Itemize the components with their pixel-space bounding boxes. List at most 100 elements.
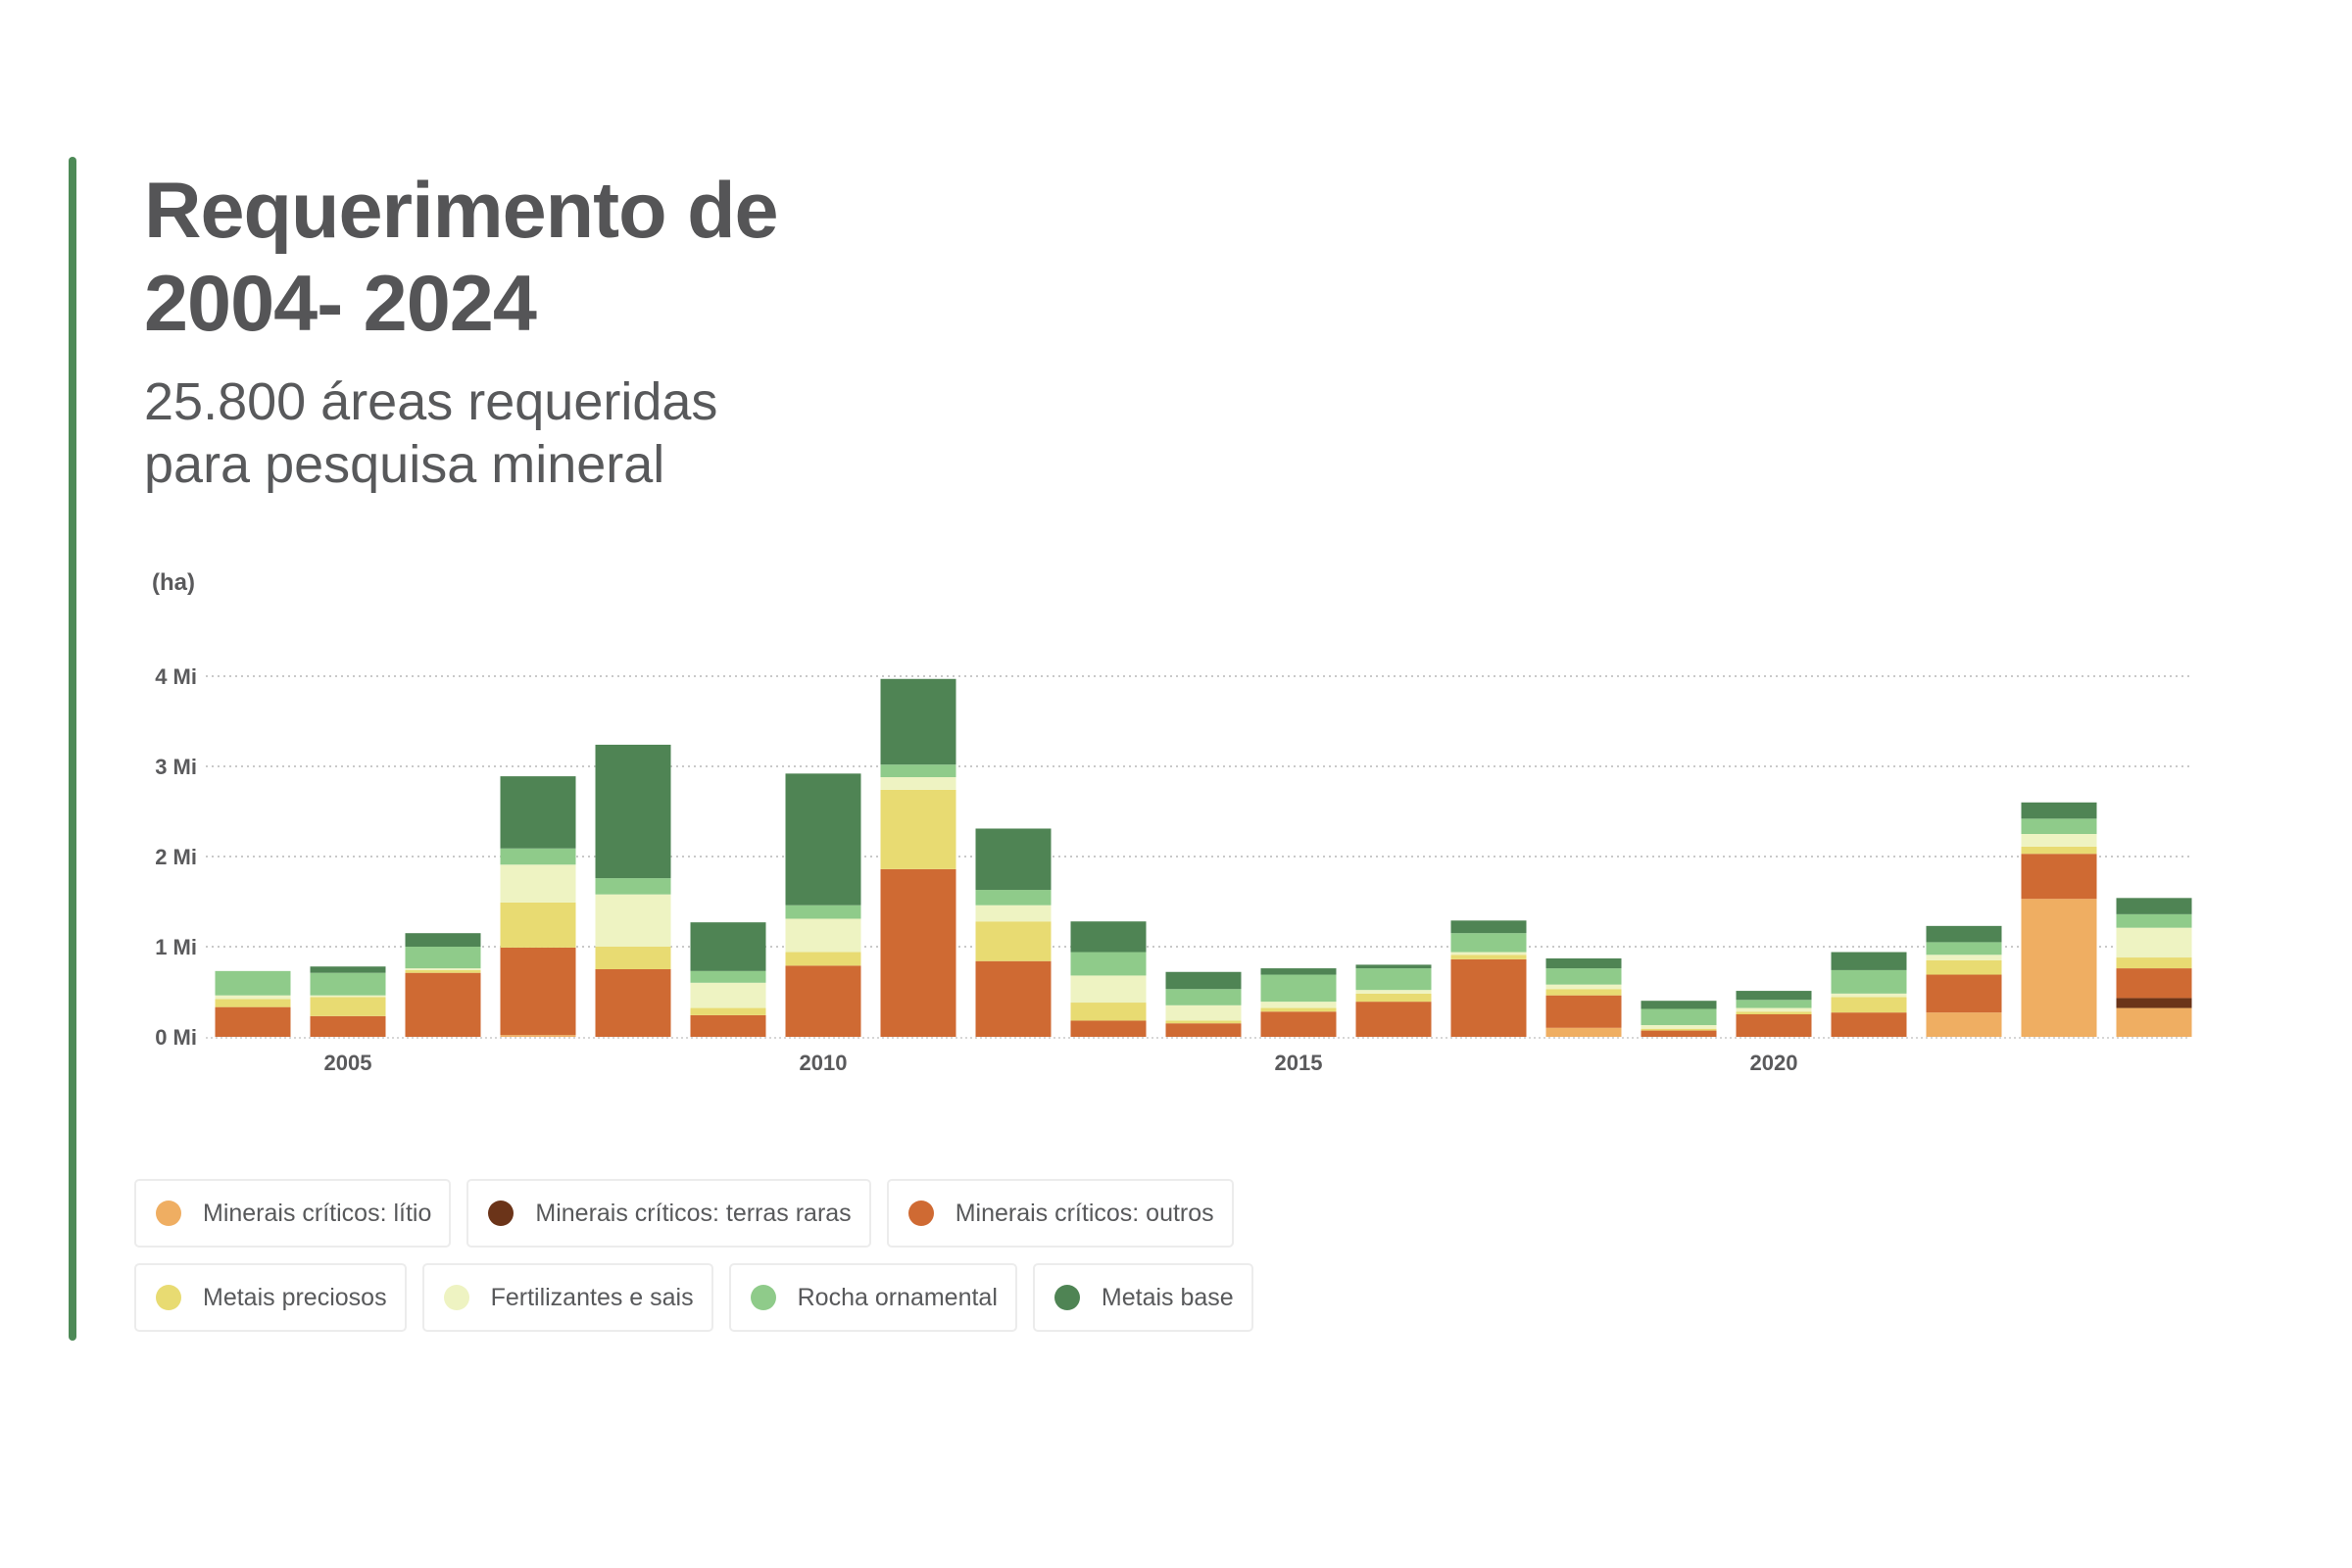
bar-stack-2023 [2021,802,2097,1037]
bar-segment [1450,952,1527,956]
bar-segment [405,933,481,947]
bar-segment [785,918,861,953]
bar-segment [405,972,481,1037]
bar-segment [690,1007,766,1015]
bar-segment [1355,993,1432,1003]
bar-stack-2019 [1641,1001,1717,1037]
bar-segment [405,969,481,973]
bar-stack-2010 [785,773,861,1037]
bar-segment [2021,846,2097,855]
bar-segment [1545,957,1622,969]
bar-segment [1070,952,1147,976]
bar-segment [2021,854,2097,900]
legend-item[interactable]: Fertilizantes e sais [421,1263,713,1332]
bar-segment [1260,1002,1337,1008]
bar-segment [1641,1028,1717,1031]
legend-label: Minerais críticos: outros [955,1199,1214,1227]
bar-segment [1831,1012,1907,1037]
bar-segment [1355,964,1432,969]
x-tick-label: 2015 [1275,1051,1323,1075]
y-tick-label: 4 Mi [155,664,197,689]
legend-item[interactable]: Metais base [1032,1263,1253,1332]
bar-segment [310,997,386,1016]
chart-subtitle-line-1: 25.800 áreas requeridas [144,372,718,431]
x-tick-label: 2005 [324,1051,372,1075]
bar-segment [1641,1001,1717,1009]
bar-segment [1926,974,2002,1013]
legend-item[interactable]: Minerais críticos: outros [886,1179,1234,1248]
bar-segment [500,848,576,865]
legend-item[interactable]: Minerais críticos: lítio [134,1179,452,1248]
bar-segment [500,947,576,1036]
legend-swatch [907,1200,934,1226]
y-tick-label: 0 Mi [155,1025,197,1050]
legend-label: Minerais críticos: terras raras [535,1199,852,1227]
bar-segment [975,960,1052,1037]
legend-item[interactable]: Minerais críticos: terras raras [466,1179,871,1248]
y-tick-label: 1 Mi [155,935,197,959]
bar-segment [1545,989,1622,996]
chart-subtitle-line-2: para pesquisa mineral [144,435,665,494]
x-tick-label: 2010 [800,1051,848,1075]
bar-segment [975,921,1052,961]
bar-segment [595,894,671,947]
bar-segment [1165,989,1242,1005]
bar-segment [1545,984,1622,990]
bar-segment [405,947,481,969]
bar-stack-2024 [2116,898,2192,1037]
bar-segment [595,969,671,1037]
legend-label: Rocha ornamental [797,1283,998,1311]
y-axis-ticks: 0 Mi 1 Mi 2 Mi 3 Mi 4 Mi [155,664,197,1050]
legend-item[interactable]: Rocha ornamental [728,1263,1017,1332]
bar-stack-2012 [975,828,1052,1037]
bar-segment [1926,1012,2002,1037]
chart-title-line-1: Requerimento de [144,167,779,255]
bar-segment [880,789,956,869]
bar-segment [310,995,386,998]
bar-segment [1831,993,1907,998]
bar-segment [500,902,576,948]
stacked-bar-chart: 0 Mi 1 Mi 2 Mi 3 Mi 4 Mi 2005 2010 2015 2020 (h… [152,569,2192,1075]
y-axis-label: (ha) [152,569,195,596]
bar-segment [785,905,861,919]
bar-segment [1260,1007,1337,1012]
bar-stack-2006 [405,933,481,1037]
bar-segment [1260,1011,1337,1037]
legend: Minerais críticos: lítio Minerais crítico… [134,1179,1291,1348]
bar-segment [1545,968,1622,985]
x-tick-label: 2020 [1750,1051,1798,1075]
bar-stack-2014 [1165,971,1242,1037]
legend-row: Minerais críticos: lítio Minerais crítico… [134,1179,1291,1248]
bar-stack-2005 [310,966,386,1037]
legend-label: Metais preciosos [203,1283,387,1311]
legend-swatch [443,1285,469,1310]
bar-segment [1736,1007,1812,1012]
bar-stack-2004 [215,970,291,1037]
bar-segment [1736,991,1812,1001]
bar-segment [1641,1025,1717,1029]
bar-stack-2007 [500,776,576,1037]
bar-segment [405,968,481,970]
bar-segment [690,1014,766,1037]
bar-segment [2021,834,2097,847]
bar-segment [1165,1023,1242,1037]
bar-segment [975,890,1052,906]
bar-segment [880,678,956,765]
bars [215,678,2192,1037]
bar-segment [1736,1011,1812,1014]
legend-swatch [156,1285,181,1310]
legend-item[interactable]: Metais preciosos [134,1263,407,1332]
bar-segment [1926,942,2002,956]
bar-segment [500,1035,576,1037]
bar-segment [1545,1027,1622,1037]
bar-stack-2020 [1736,991,1812,1037]
legend-label: Fertilizantes e sais [490,1283,694,1311]
bar-stack-2011 [880,678,956,1037]
bar-segment [595,744,671,879]
bar-stack-2017 [1450,920,1527,1037]
bar-segment [880,868,956,1037]
bar-segment [215,995,291,1000]
bar-segment [1450,955,1527,959]
bar-segment [2021,899,2097,1037]
legend-label: Metais base [1101,1283,1234,1311]
